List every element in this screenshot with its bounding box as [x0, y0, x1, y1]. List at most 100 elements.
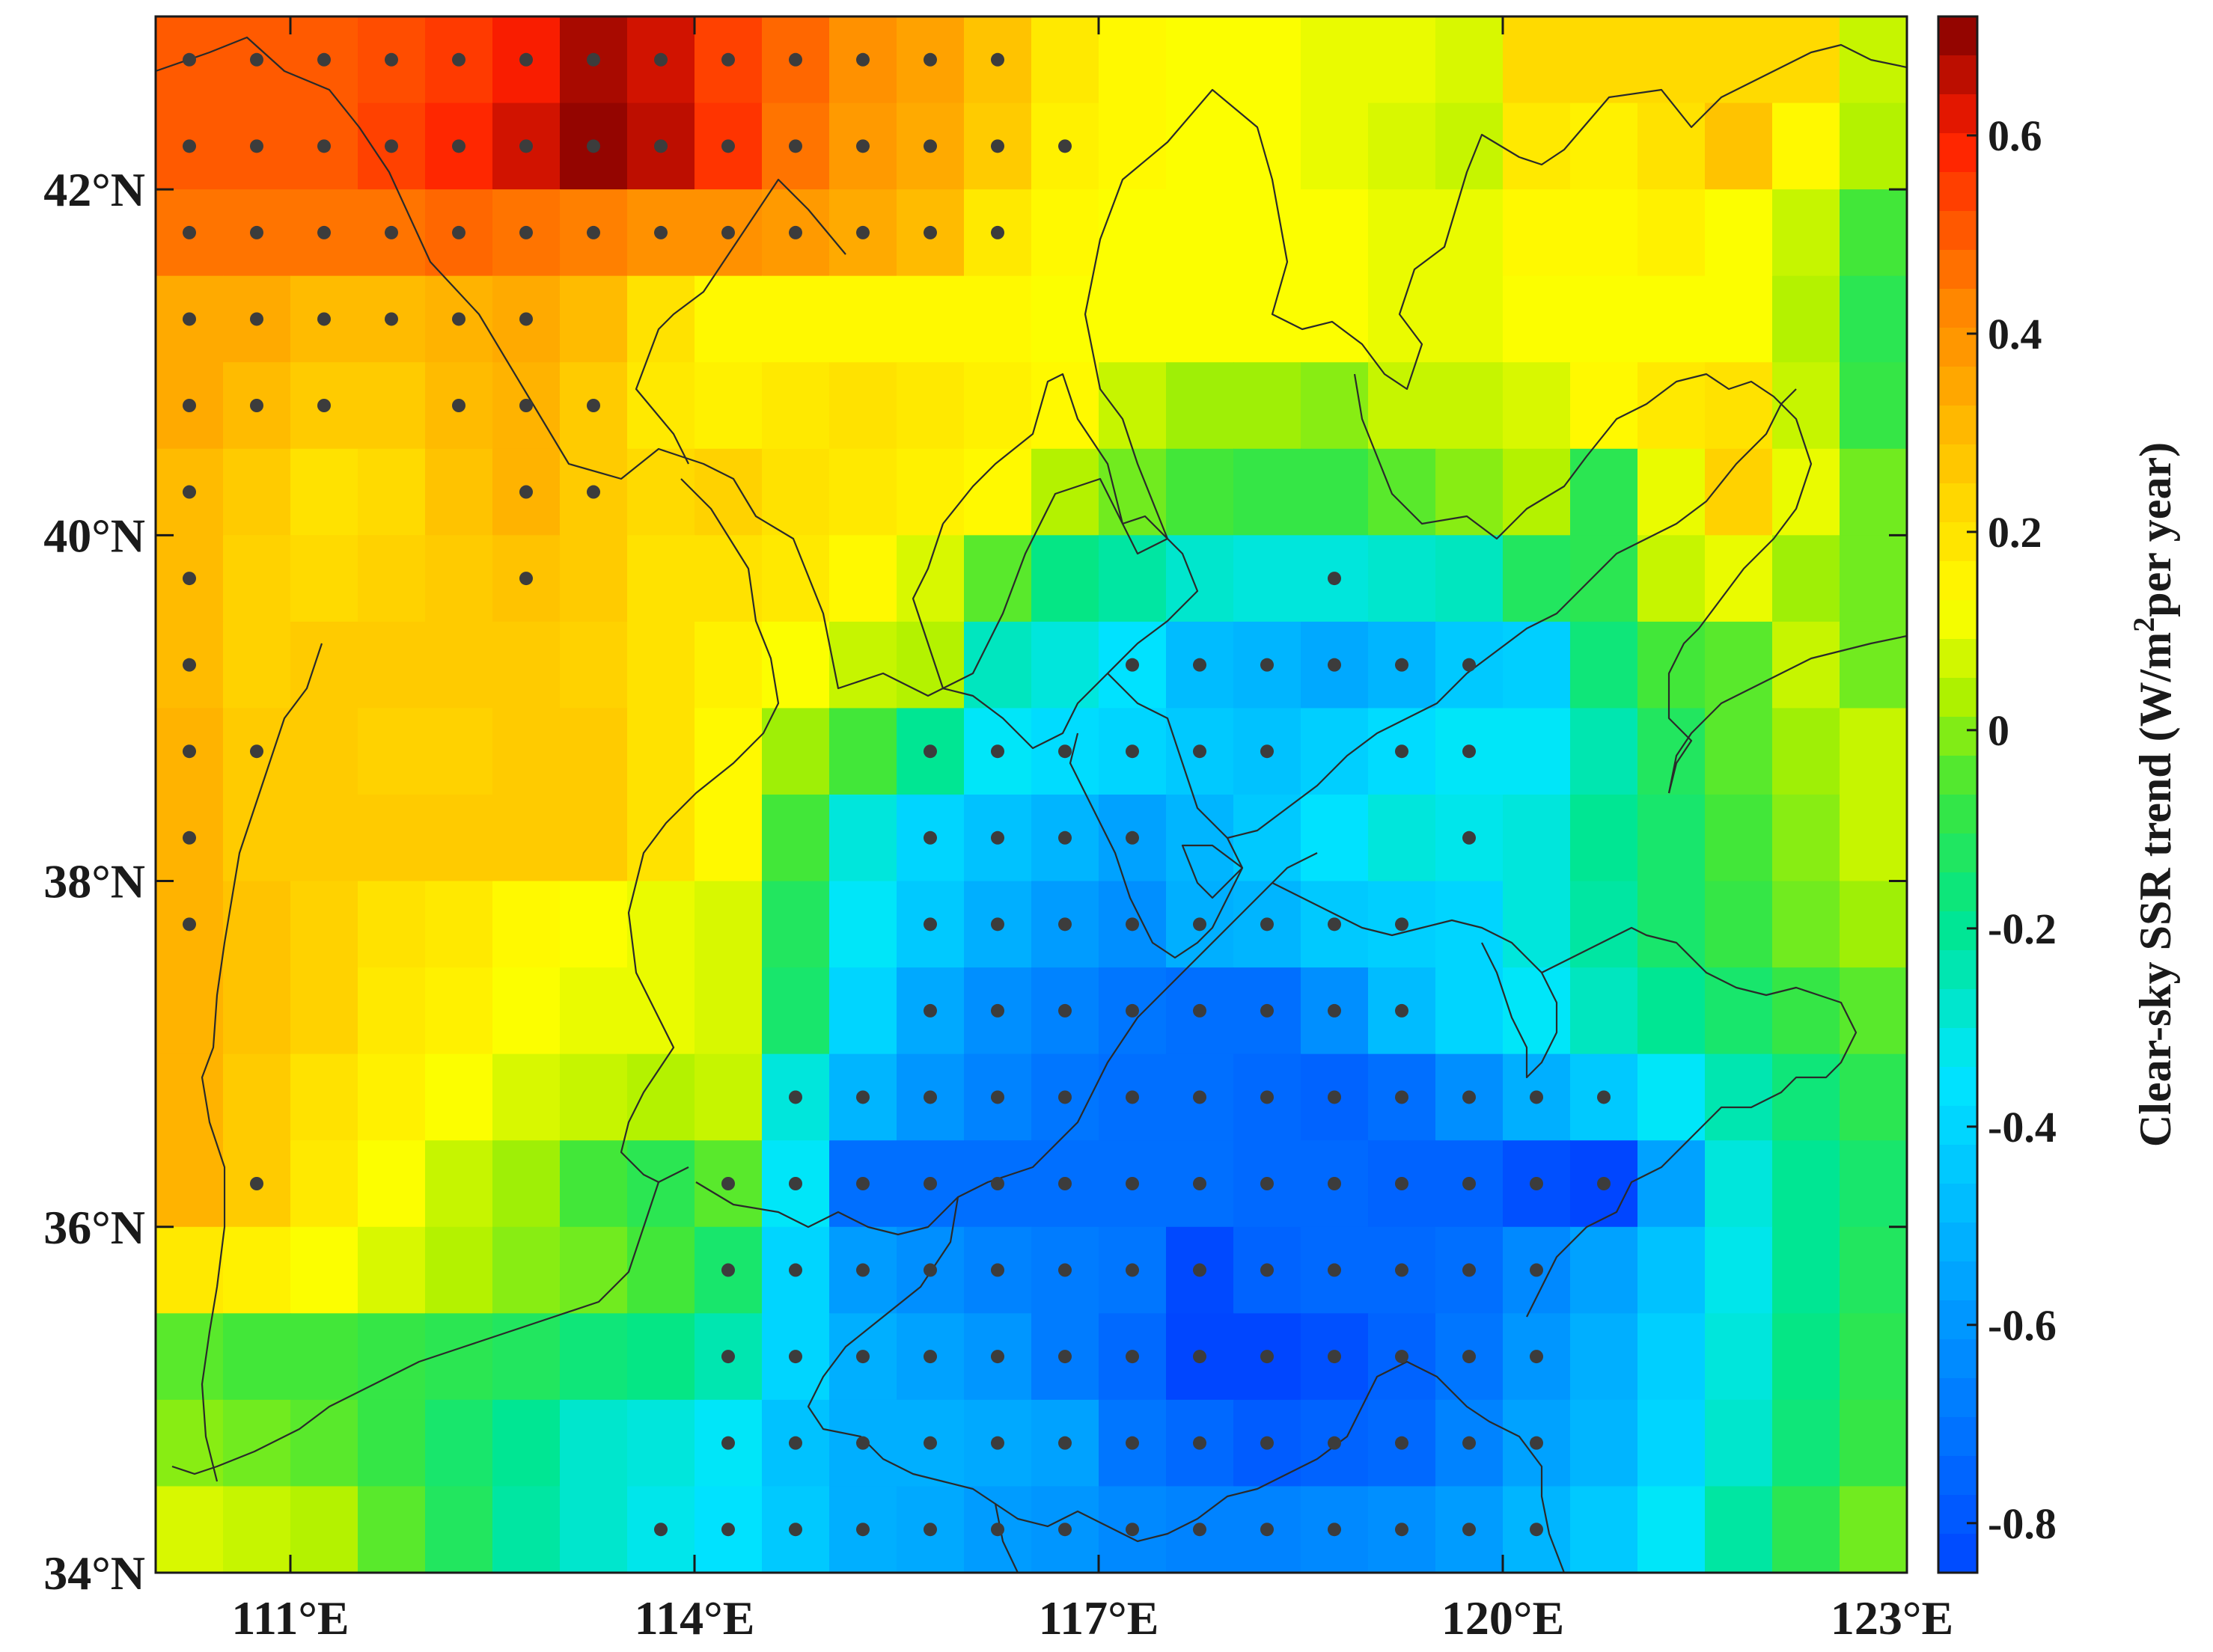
- significance-dot: [1395, 917, 1408, 931]
- grid-cell: [1368, 16, 1436, 104]
- grid-cell: [1705, 708, 1773, 795]
- boundary-shanxi-hebei: [620, 478, 780, 1184]
- colorbar-tick-label: 0: [1988, 706, 2009, 755]
- colorbar-segment: [1938, 1067, 1977, 1107]
- grid-cell: [1301, 448, 1369, 536]
- grid-cell: [1840, 621, 1907, 709]
- significance-dot: [1328, 1350, 1341, 1364]
- grid-cell: [492, 1140, 561, 1228]
- significance-dot: [1126, 1436, 1139, 1450]
- grid-cell: [1705, 535, 1773, 622]
- grid-cell: [560, 967, 628, 1055]
- colorbar-tick-label: -0.8: [1988, 1499, 2057, 1548]
- grid-cell: [1503, 621, 1571, 709]
- grid-cell: [627, 362, 695, 450]
- colorbar-segment: [1938, 795, 1977, 834]
- colorbar-segment: [1938, 16, 1977, 56]
- significance-dot: [1126, 1263, 1139, 1277]
- significance-dot: [1058, 744, 1072, 759]
- boundary-inner-mongolia-north: [635, 178, 846, 465]
- colorbar-segment: [1938, 1184, 1977, 1223]
- grid-cell: [290, 1399, 358, 1487]
- grid-cell: [1368, 103, 1436, 190]
- colorbar-segment: [1938, 289, 1977, 328]
- significance-dot: [924, 1523, 937, 1537]
- grid-cell: [560, 1053, 628, 1142]
- grid-cell: [627, 1140, 695, 1228]
- grid-cell: [492, 621, 561, 709]
- significance-dot: [1058, 917, 1072, 931]
- grid-cell: [1368, 795, 1436, 882]
- grid-cell: [897, 535, 965, 622]
- grid-cell: [1233, 535, 1301, 622]
- grid-cell: [1705, 1399, 1773, 1487]
- significance-dot: [1597, 1090, 1611, 1104]
- significance-dot: [519, 312, 533, 326]
- significance-dot: [183, 399, 196, 412]
- significance-dot: [1126, 658, 1139, 672]
- grid-cell: [762, 967, 830, 1055]
- grid-cell: [223, 1226, 291, 1315]
- significance-dot: [587, 225, 600, 239]
- colorbar-segment: [1938, 872, 1977, 912]
- grid-cell: [358, 1140, 426, 1228]
- grid-cell: [762, 362, 830, 450]
- significance-dot: [1260, 1263, 1274, 1277]
- grid-cell: [1166, 189, 1234, 277]
- grid-cell: [1772, 795, 1840, 882]
- grid-cell: [1570, 967, 1638, 1055]
- trend-grid: [156, 16, 1907, 1573]
- significance-dot: [587, 52, 600, 67]
- grid-cell: [223, 1313, 291, 1401]
- significance-dot: [924, 1090, 937, 1104]
- colorbar-label-sup: 2: [2127, 617, 2161, 632]
- colorbar-segment: [1938, 1223, 1977, 1262]
- significance-dot: [1530, 1523, 1543, 1537]
- grid-cell: [1705, 881, 1773, 968]
- grid-cell: [492, 708, 561, 795]
- grid-cell: [829, 275, 897, 364]
- grid-cell: [1637, 103, 1706, 190]
- significance-dot: [519, 52, 533, 67]
- grid-cell: [560, 1399, 628, 1487]
- grid-cell: [1772, 448, 1840, 536]
- significance-dot: [1126, 1003, 1139, 1018]
- significance-dot: [924, 1003, 937, 1018]
- grid-cell: [223, 535, 291, 622]
- grid-cell: [425, 1053, 493, 1142]
- significance-markers: [183, 52, 1611, 1537]
- grid-cell: [695, 708, 763, 795]
- colorbar-tick-label: -0.6: [1988, 1301, 2057, 1350]
- grid-cell: [1301, 103, 1369, 190]
- grid-cell: [1166, 448, 1234, 536]
- grid-cell: [156, 1226, 224, 1315]
- grid-cell: [1840, 967, 1907, 1055]
- grid-cell: [358, 1053, 426, 1142]
- grid-cell: [290, 708, 358, 795]
- significance-dot: [183, 830, 196, 845]
- significance-dot: [587, 399, 600, 412]
- grid-cell: [829, 881, 897, 968]
- grid-cell: [560, 621, 628, 709]
- significance-dot: [721, 1523, 735, 1537]
- significance-dot: [1058, 1090, 1072, 1104]
- significance-dot: [991, 139, 1004, 153]
- grid-cell: [223, 1053, 291, 1142]
- significance-dot: [1328, 1090, 1341, 1104]
- grid-cell: [1570, 1313, 1638, 1401]
- grid-cell: [695, 621, 763, 709]
- coast-shandong-peninsula: [1526, 926, 1858, 1318]
- coast-liaodong: [1667, 634, 1907, 794]
- significance-dot: [385, 52, 398, 67]
- grid-cell: [1637, 16, 1706, 104]
- significance-dot: [1193, 1436, 1206, 1450]
- grid-cell: [1772, 535, 1840, 622]
- grid-cell: [1233, 795, 1301, 882]
- grid-cell: [964, 535, 1032, 622]
- grid-cell: [627, 1226, 695, 1315]
- grid-cell: [1772, 275, 1840, 364]
- significance-dot: [1328, 572, 1341, 586]
- significance-dot: [385, 225, 398, 239]
- significance-dot: [1328, 1436, 1341, 1450]
- y-tick-label: 42°N: [43, 163, 145, 216]
